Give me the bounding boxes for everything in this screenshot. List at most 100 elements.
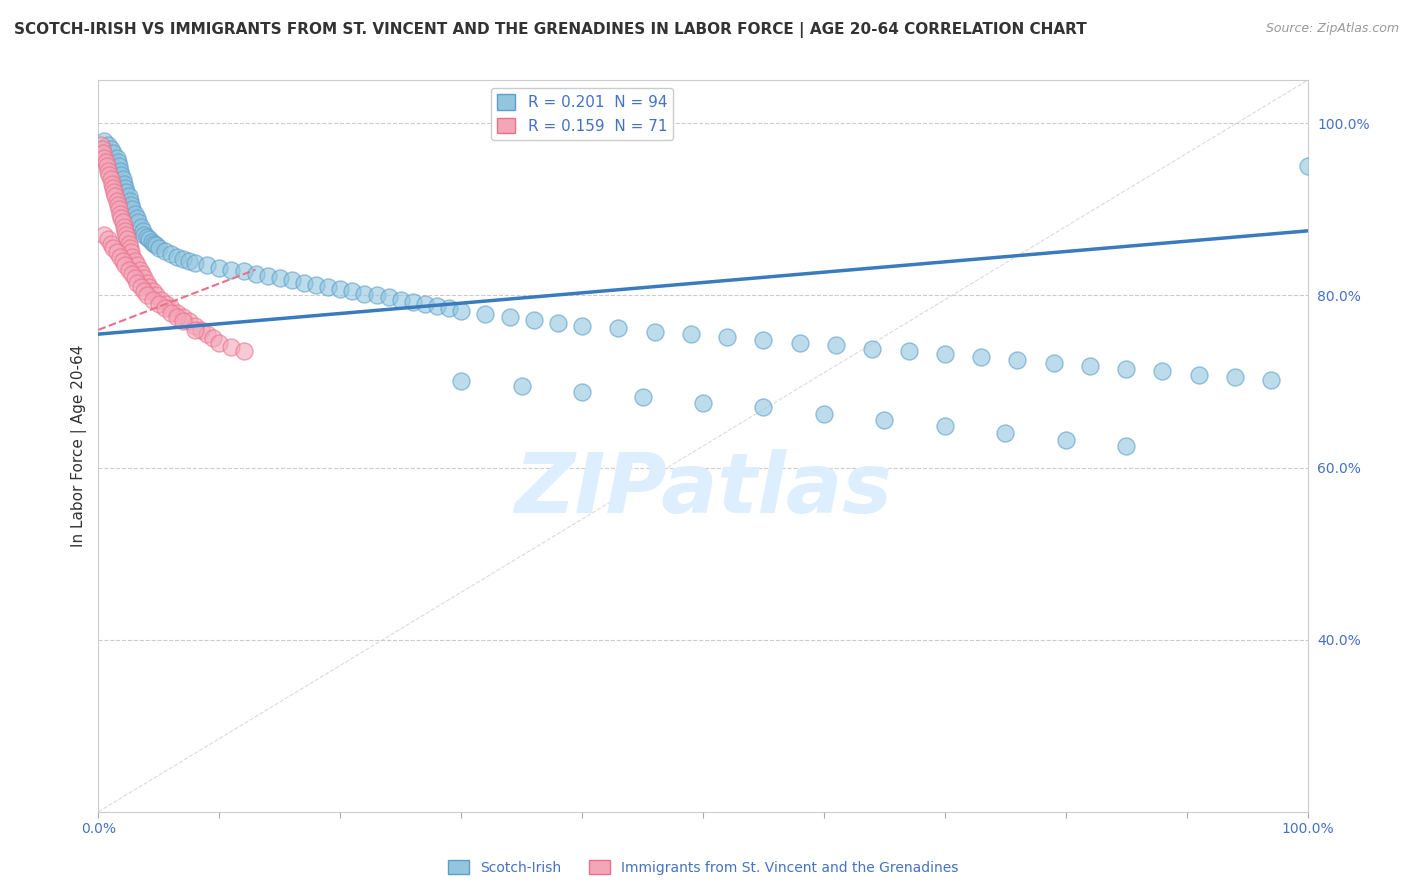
Point: [142, 284, 165, 298]
Point: [153, 301, 176, 316]
Point: [245, 267, 267, 281]
Point: [127, 258, 149, 272]
Point: [184, 256, 207, 270]
Text: Source: ZipAtlas.com: Source: ZipAtlas.com: [1265, 22, 1399, 36]
Point: [752, 401, 775, 415]
Point: [413, 297, 436, 311]
Point: [101, 181, 124, 195]
Point: [994, 426, 1017, 441]
Point: [121, 202, 143, 217]
Point: [100, 177, 122, 191]
Point: [93, 228, 115, 243]
Point: [120, 198, 142, 212]
Point: [716, 329, 738, 343]
Point: [208, 260, 231, 275]
Point: [166, 305, 188, 319]
Point: [166, 250, 188, 264]
Point: [789, 335, 811, 350]
Point: [179, 314, 201, 328]
Point: [114, 181, 136, 195]
Point: [100, 172, 122, 186]
Point: [172, 310, 194, 324]
Point: [523, 312, 546, 326]
Point: [281, 273, 304, 287]
Point: [114, 224, 136, 238]
Point: [107, 155, 129, 169]
Point: [148, 241, 170, 255]
Point: [208, 335, 231, 350]
Point: [389, 293, 412, 307]
Point: [120, 245, 142, 260]
Point: [97, 163, 120, 178]
Point: [96, 159, 118, 173]
Point: [121, 267, 143, 281]
Point: [1188, 368, 1211, 382]
Legend: R = 0.201  N = 94, R = 0.159  N = 71: R = 0.201 N = 94, R = 0.159 N = 71: [491, 88, 673, 140]
Point: [103, 185, 125, 199]
Point: [1223, 370, 1246, 384]
Point: [184, 318, 207, 333]
Point: [145, 238, 167, 252]
Text: SCOTCH-IRISH VS IMMIGRANTS FROM ST. VINCENT AND THE GRENADINES IN LABOR FORCE | : SCOTCH-IRISH VS IMMIGRANTS FROM ST. VINC…: [14, 22, 1087, 38]
Point: [111, 254, 134, 268]
Point: [450, 304, 472, 318]
Point: [91, 146, 114, 161]
Point: [145, 288, 167, 302]
Point: [1042, 355, 1064, 369]
Point: [366, 288, 388, 302]
Point: [166, 310, 188, 324]
Point: [108, 207, 131, 221]
Point: [510, 378, 533, 392]
Point: [1260, 373, 1282, 387]
Point: [124, 254, 146, 268]
Point: [402, 295, 425, 310]
Point: [190, 323, 212, 337]
Point: [124, 271, 146, 285]
Point: [134, 228, 156, 243]
Point: [115, 185, 138, 199]
Point: [110, 211, 132, 225]
Point: [121, 250, 143, 264]
Point: [132, 224, 155, 238]
Point: [100, 142, 122, 156]
Point: [970, 351, 993, 365]
Point: [153, 244, 176, 258]
Point: [631, 390, 654, 404]
Point: [184, 323, 207, 337]
Point: [437, 301, 460, 316]
Point: [112, 177, 135, 191]
Point: [108, 202, 131, 217]
Point: [138, 280, 160, 294]
Point: [825, 338, 848, 352]
Point: [141, 235, 163, 249]
Point: [105, 245, 128, 260]
Point: [93, 134, 115, 148]
Point: [105, 151, 128, 165]
Point: [172, 252, 194, 267]
Point: [1115, 439, 1137, 453]
Point: [232, 344, 254, 359]
Point: [105, 194, 128, 208]
Point: [110, 168, 132, 182]
Point: [115, 228, 138, 243]
Point: [329, 281, 352, 295]
Point: [143, 236, 166, 251]
Point: [114, 258, 136, 272]
Point: [342, 284, 364, 298]
Point: [100, 236, 122, 251]
Point: [98, 168, 121, 182]
Point: [160, 305, 183, 319]
Point: [498, 310, 520, 324]
Point: [135, 230, 157, 244]
Point: [111, 172, 134, 186]
Point: [111, 215, 134, 229]
Point: [897, 344, 920, 359]
Point: [134, 271, 156, 285]
Point: [571, 384, 593, 399]
Point: [1054, 433, 1077, 447]
Point: [129, 219, 152, 234]
Point: [142, 293, 165, 307]
Point: [150, 293, 173, 307]
Point: [474, 307, 496, 321]
Point: [118, 236, 141, 251]
